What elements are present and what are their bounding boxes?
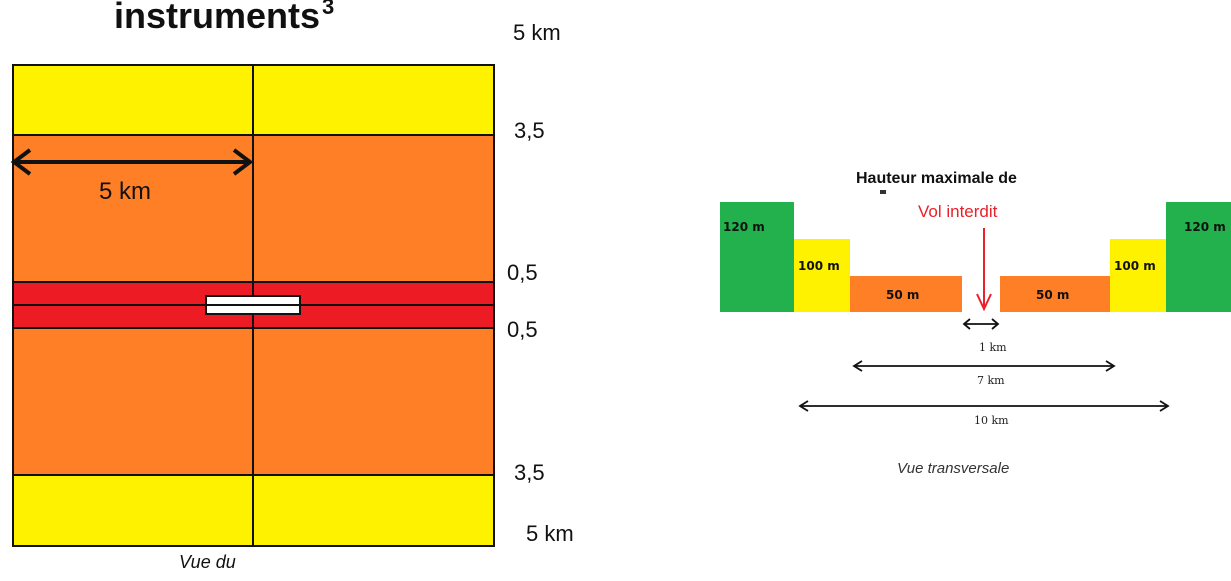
height-label: 50 m <box>1036 288 1070 302</box>
width-dimension-label: 5 km <box>99 178 152 205</box>
dimension-arrow-7km <box>852 360 1116 372</box>
dimension-arrow-10km <box>798 400 1170 412</box>
plan-view-caption: Vue du <box>179 552 236 572</box>
forbidden-zone-label: Vol interdit <box>918 202 998 221</box>
footnote-marker: 3 <box>322 0 335 19</box>
width-dimension-arrow <box>10 148 254 176</box>
dimension-label-10km: 10 km <box>974 414 1009 427</box>
cross-section-title: Hauteur maximale de <box>856 170 1017 187</box>
label-lower-0-5: 0,5 <box>507 317 538 342</box>
block-right-100m: 100 m <box>1110 239 1166 312</box>
forbidden-arrow <box>976 228 992 312</box>
dimension-label-7km: 7 km <box>977 374 1005 387</box>
label-top-3-5: 3,5 <box>514 118 545 143</box>
label-bottom-3-5: 3,5 <box>514 460 545 485</box>
dimension-label-1km: 1 km <box>979 341 1007 354</box>
block-right-120m: 120 m <box>1166 202 1231 312</box>
dimension-arrow-1km <box>962 318 1000 330</box>
height-label: 100 m <box>1114 259 1156 273</box>
height-label: 120 m <box>723 220 765 234</box>
runway-centerline <box>205 304 301 306</box>
title-text-fragment <box>880 190 886 194</box>
label-bottom-5km: 5 km <box>526 521 574 546</box>
height-label: 120 m <box>1184 220 1226 234</box>
block-left-50m: 50 m <box>850 276 962 312</box>
block-left-100m: 100 m <box>794 239 850 312</box>
block-left-120m: 120 m <box>720 202 794 312</box>
cross-section-caption: Vue transversale <box>897 460 1010 477</box>
plan-view-title: instruments3 <box>114 0 334 37</box>
label-upper-0-5: 0,5 <box>507 260 538 285</box>
label-top-5km: 5 km <box>513 20 561 45</box>
dimension-arrows <box>798 318 1170 412</box>
block-right-50m: 50 m <box>1000 276 1110 312</box>
height-label: 100 m <box>798 259 840 273</box>
height-label: 50 m <box>886 288 920 302</box>
